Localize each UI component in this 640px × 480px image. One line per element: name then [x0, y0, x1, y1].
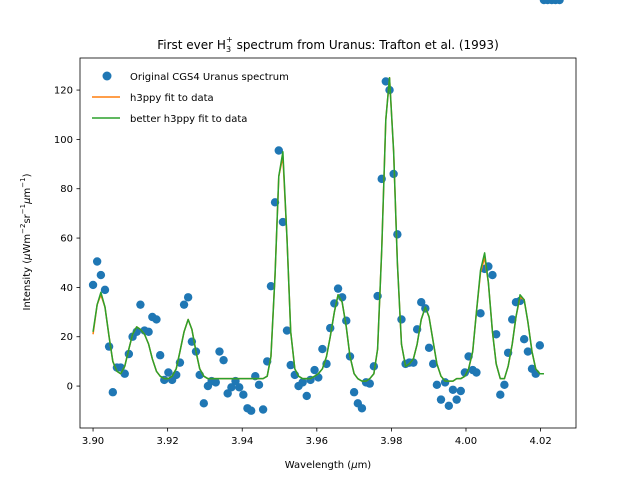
observed-data-point — [235, 383, 244, 392]
observed-data-point — [88, 280, 98, 290]
observed-data-point — [278, 217, 288, 227]
y-tick-label: 60 — [60, 234, 73, 245]
observed-data-point — [349, 388, 359, 397]
observed-data-point — [92, 257, 102, 266]
observed-data-point — [452, 395, 461, 404]
observed-data-point — [365, 379, 374, 388]
observed-data-point — [357, 404, 367, 413]
y-tick-label: 40 — [60, 283, 73, 294]
observed-data-point — [326, 323, 335, 333]
y-tick-label: 20 — [60, 332, 73, 343]
observed-data-point — [488, 270, 497, 280]
observed-data-point — [239, 390, 248, 399]
observed-data-point — [136, 300, 145, 309]
observed-data-point — [444, 401, 454, 410]
observed-data-point — [417, 298, 426, 307]
x-tick-label: 3.90 — [82, 436, 104, 447]
ticks-layer: 3.90 3.92 3.94 3.96 3.98 4.00 4.02 0 20 40 60 80 100… — [54, 86, 552, 447]
observed-data-point — [555, 0, 564, 5]
observed-data-point — [227, 383, 236, 392]
observed-data-point — [508, 315, 517, 324]
series-layer — [88, 0, 564, 415]
observed-data-point — [531, 369, 540, 378]
observed-data-point — [144, 327, 153, 336]
y-tick-label: 100 — [54, 135, 73, 146]
observed-data-point — [108, 388, 118, 397]
observed-data-point — [254, 380, 264, 390]
legend-marker-observed — [102, 71, 112, 81]
observed-data-point — [333, 284, 343, 293]
observed-data-point — [286, 360, 295, 370]
observed-data-point — [155, 351, 165, 360]
observed-data-point — [211, 378, 220, 387]
y-tick-label: 80 — [60, 184, 73, 195]
observed-data-point — [432, 380, 442, 390]
x-tick-label: 4.02 — [529, 436, 551, 447]
observed-data-point — [246, 406, 256, 415]
y-tick-label: 0 — [67, 382, 73, 393]
observed-data-point — [164, 368, 173, 377]
observed-data-point — [219, 355, 228, 365]
observed-data-point — [179, 300, 189, 309]
observed-data-point — [104, 342, 114, 351]
observed-data-point — [397, 315, 406, 324]
y-axis-label: Intensity (μWm−2sr−1μm−1) — [19, 173, 33, 310]
observed-data-point — [500, 380, 509, 390]
observed-data-point — [393, 230, 402, 239]
observed-data-point — [424, 343, 434, 353]
observed-data-point — [496, 390, 505, 399]
observed-data-point — [523, 347, 533, 356]
observed-data-point — [491, 330, 501, 339]
x-tick-label: 3.94 — [231, 436, 253, 447]
x-axis-label: Wavelength (μm) — [285, 460, 372, 471]
observed-data-point — [258, 405, 268, 414]
observed-data-point — [456, 386, 465, 396]
observed-data-point — [215, 347, 224, 356]
observed-data-point — [381, 77, 391, 86]
observed-data-point — [223, 389, 232, 398]
observed-data-point — [199, 399, 209, 408]
legend-label-better-fit: better h3ppy fit to data — [130, 114, 247, 125]
observed-data-point — [318, 344, 327, 354]
observed-data-point — [476, 309, 485, 318]
observed-data-point — [183, 293, 193, 302]
observed-data-point — [448, 385, 458, 394]
observed-data-point — [535, 341, 545, 350]
chart-title: First ever H3+ spectrum from Uranus: Tra… — [157, 35, 499, 54]
observed-data-point — [519, 335, 529, 344]
legend-label-fit: h3ppy fit to data — [130, 93, 214, 104]
x-tick-label: 3.98 — [380, 436, 402, 447]
observed-data-point — [274, 146, 283, 155]
observed-data-point — [302, 391, 311, 401]
observed-data-point — [266, 281, 276, 291]
observed-data-point — [472, 368, 481, 377]
better-fit-line — [92, 76, 544, 382]
observed-data-point — [152, 315, 161, 324]
observed-data-point — [440, 378, 450, 387]
legend-label-observed: Original CGS4 Uranus spectrum — [130, 72, 289, 83]
observed-data-point — [282, 326, 292, 335]
observed-data-point — [96, 270, 106, 280]
observed-data-point — [428, 359, 438, 369]
axes-frame — [79, 57, 577, 429]
observed-data-point — [310, 365, 319, 375]
x-tick-label: 4.00 — [455, 436, 477, 447]
legend: Original CGS4 Uranus spectrum h3ppy fit … — [92, 71, 289, 125]
x-tick-label: 3.96 — [306, 436, 328, 447]
observed-data-point — [298, 378, 307, 387]
y-tick-label: 120 — [54, 86, 73, 97]
x-tick-label: 3.92 — [157, 436, 179, 447]
observed-data-point — [100, 285, 110, 295]
observed-data-point — [436, 395, 446, 404]
